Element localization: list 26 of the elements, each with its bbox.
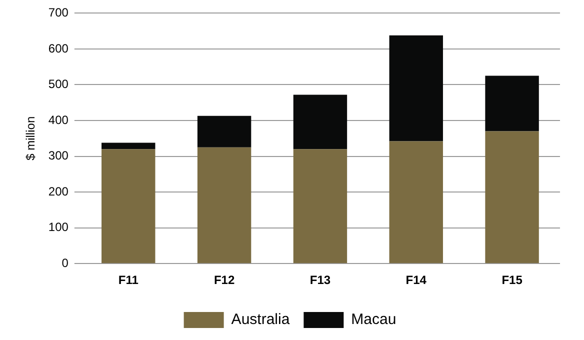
- y-tick-label: 200: [48, 184, 69, 198]
- y-tick-label: 600: [48, 41, 69, 56]
- y-tick-label: 500: [48, 77, 69, 92]
- x-tick-label: F11: [118, 273, 139, 288]
- x-tick-label: F15: [502, 273, 523, 288]
- bar: [485, 131, 539, 264]
- y-tick-label: 300: [48, 148, 69, 163]
- y-tick-label: 400: [48, 112, 69, 127]
- legend-label: Macau: [351, 311, 396, 328]
- y-tick-label: 700: [48, 6, 69, 20]
- y-axis-title: $ million: [24, 116, 38, 160]
- x-tick-label: F13: [310, 273, 331, 288]
- bar: [389, 141, 443, 264]
- bar: [197, 147, 252, 264]
- bar: [197, 116, 252, 148]
- bar: [293, 149, 348, 264]
- bar: [102, 149, 156, 264]
- x-tick-label: F12: [214, 273, 235, 288]
- x-tick-label: F14: [406, 273, 427, 288]
- bar: [293, 94, 348, 150]
- legend-label: Australia: [231, 311, 290, 328]
- y-tick-label: 100: [48, 220, 69, 234]
- y-tick-label: 0: [62, 256, 69, 270]
- bar: [102, 142, 156, 150]
- bar: [485, 76, 539, 132]
- bar: [389, 35, 443, 142]
